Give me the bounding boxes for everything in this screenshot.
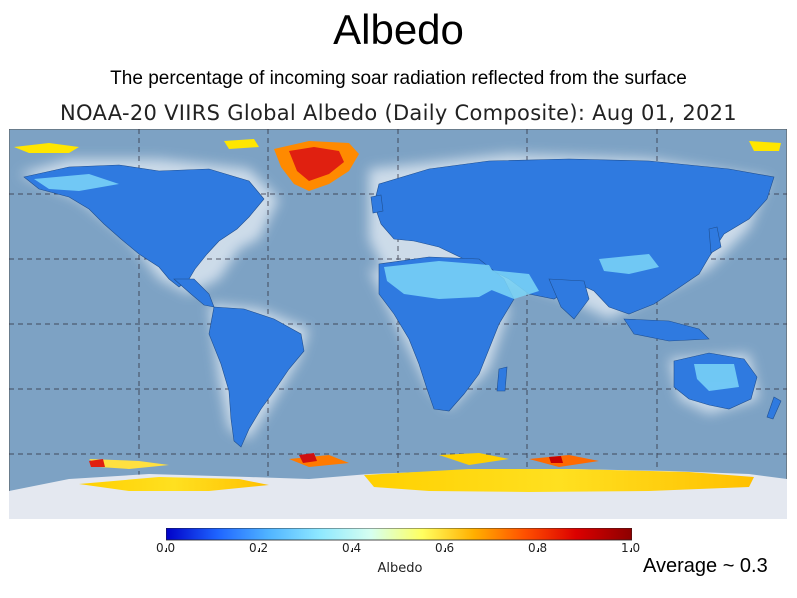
japan — [708, 226, 722, 254]
subtitle: The percentage of incoming soar radiatio… — [110, 68, 687, 89]
colorbar-tick — [166, 548, 167, 552]
colorbar-tick — [259, 548, 260, 552]
antarctica — [9, 453, 787, 519]
average-annotation: Average ~ 0.3 — [643, 555, 768, 577]
colorbar-tick — [538, 548, 539, 552]
colorbar-tick — [445, 548, 446, 552]
albedo-map — [9, 129, 787, 519]
madagascar — [496, 366, 508, 392]
south-america — [208, 306, 305, 448]
colorbar-gradient — [166, 528, 632, 541]
greenland — [274, 141, 359, 191]
arctic-ice — [14, 139, 781, 153]
main-title: Albedo — [333, 6, 464, 53]
colorbar-label: Albedo — [377, 561, 423, 576]
colorbar-tick-label: 0.4 — [342, 541, 362, 555]
land — [23, 158, 782, 448]
colorbar-tick — [352, 548, 353, 552]
colorbar-tick — [631, 548, 632, 552]
north-america — [23, 164, 265, 288]
india — [548, 278, 590, 320]
colorbar-tick-label: 0.6 — [435, 541, 455, 555]
colorbar-tick-label: 1.0 — [621, 541, 641, 555]
uk — [370, 194, 384, 214]
colorbar — [166, 528, 632, 541]
desert-high-albedo — [34, 174, 739, 391]
new-zealand — [766, 396, 782, 420]
colorbar-tick-label: 0.2 — [249, 541, 269, 555]
colorbar-tick-label: 0.8 — [528, 541, 548, 555]
colorbar-tick-label: 0.0 — [156, 541, 176, 555]
map-title: NOAA-20 VIIRS Global Albedo (Daily Compo… — [60, 101, 737, 125]
eurasia — [373, 158, 775, 315]
se-asia — [623, 318, 710, 342]
